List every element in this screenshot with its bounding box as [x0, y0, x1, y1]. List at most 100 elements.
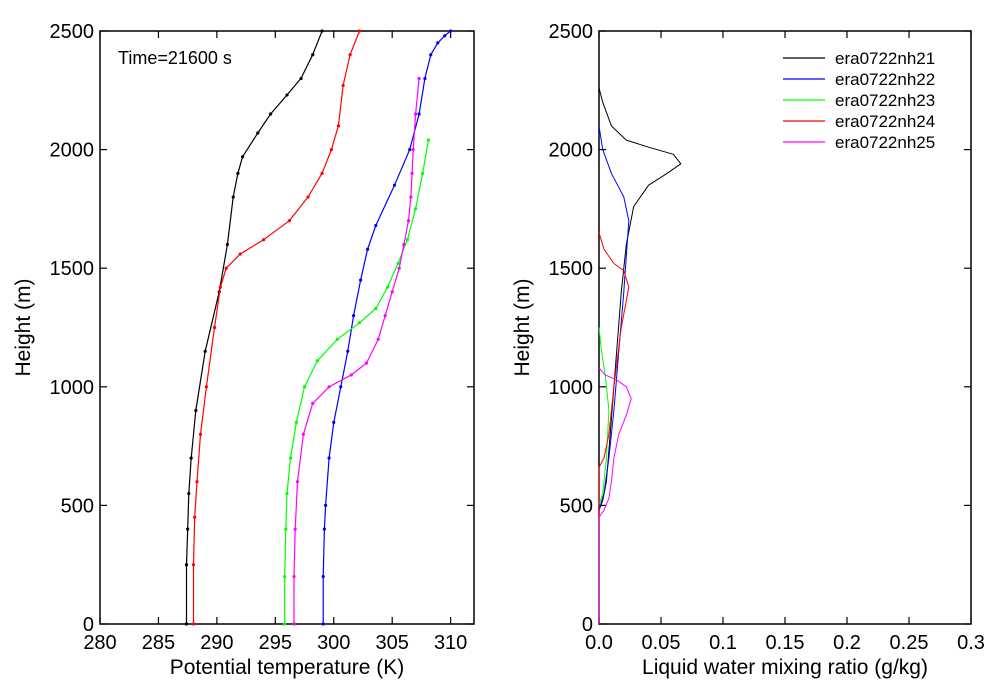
data-point-era0722nh24: [348, 53, 352, 57]
data-point-era0722nh25: [364, 361, 369, 365]
data-point-era0722nh21: [320, 29, 324, 33]
right-chart-x-tick-label: 0.2: [833, 632, 861, 654]
left-chart-x-tick-label: 285: [142, 632, 175, 654]
data-point-era0722nh24: [204, 385, 208, 389]
right-chart-x-tick-label: 0.25: [890, 632, 929, 654]
data-point-era0722nh22: [352, 314, 356, 318]
data-point-era0722nh23: [283, 574, 287, 579]
left-chart-y-tick-label: 500: [61, 495, 94, 517]
data-point-era0722nh23: [357, 321, 362, 325]
data-point-era0722nh22: [417, 112, 421, 116]
data-point-era0722nh25: [292, 574, 296, 579]
data-point-era0722nh22: [429, 53, 433, 57]
data-point-era0722nh22: [443, 34, 447, 38]
data-point-era0722nh24: [329, 148, 334, 152]
data-point-era0722nh24: [212, 325, 217, 330]
left-chart-x-tick-label: 295: [259, 632, 292, 654]
series-line-era0722nh23: [598, 327, 610, 624]
legend-label-era0722nh25: era0722nh25: [835, 133, 935, 152]
data-point-era0722nh23: [396, 261, 400, 266]
data-point-era0722nh22: [392, 183, 397, 187]
data-point-era0722nh25: [293, 527, 297, 531]
legend-label-era0722nh23: era0722nh23: [835, 91, 935, 110]
data-point-era0722nh21: [203, 349, 207, 353]
data-point-era0722nh25: [349, 373, 353, 377]
left-chart-x-tick-label: 290: [200, 632, 233, 654]
data-point-era0722nh25: [383, 314, 387, 318]
data-point-era0722nh21: [256, 131, 260, 135]
data-point-era0722nh24: [287, 219, 291, 223]
left-chart-frame: [99, 30, 475, 625]
data-point-era0722nh21: [225, 242, 229, 247]
left-chart-x-tick-label: 310: [434, 632, 467, 654]
series-line-era0722nh24: [598, 232, 630, 624]
right-chart-y-tick-label: 0: [582, 614, 593, 636]
data-point-era0722nh25: [376, 337, 380, 341]
data-point-era0722nh25: [411, 148, 415, 152]
data-point-era0722nh21: [186, 527, 190, 531]
data-point-era0722nh24: [224, 266, 228, 270]
data-point-era0722nh22: [366, 247, 370, 251]
left-chart-time-annotation: Time=21600 s: [118, 48, 232, 68]
data-point-era0722nh23: [302, 385, 307, 389]
data-point-era0722nh23: [284, 527, 288, 531]
left-chart-y-ticks: 0 500 1000 1500 2000 2500: [50, 21, 474, 636]
right-chart-x-tick-label: 0.15: [766, 632, 805, 654]
left-chart-x-tick-label: 280: [83, 632, 116, 654]
data-point-era0722nh24: [357, 29, 362, 33]
legend-label-era0722nh21: era0722nh21: [835, 49, 935, 68]
data-point-era0722nh22: [423, 76, 427, 81]
data-point-era0722nh23: [385, 285, 390, 289]
left-chart-x-tick-label: 305: [376, 632, 409, 654]
data-point-era0722nh21: [184, 622, 189, 626]
data-point-era0722nh23: [335, 337, 339, 341]
left-chart-x-ticks: 280 285 290 295 300 305 310: [83, 31, 467, 654]
data-point-era0722nh23: [285, 491, 289, 496]
data-point-era0722nh25: [327, 385, 331, 389]
data-point-era0722nh24: [262, 238, 266, 242]
right-chart-series: [598, 87, 682, 624]
data-point-era0722nh23: [426, 138, 431, 142]
left-chart-x-tick-label: 300: [317, 632, 350, 654]
legend: era0722nh21 era0722nh22 era0722nh23 era0722…: [783, 49, 935, 152]
data-point-era0722nh25: [410, 171, 414, 175]
left-chart-y-tick-label: 0: [83, 614, 94, 636]
right-chart-y-ticks: 0 500 1000 1500 2000 2500: [549, 21, 971, 636]
data-point-era0722nh23: [294, 420, 298, 424]
data-point-era0722nh22: [408, 148, 412, 152]
data-point-era0722nh24: [306, 195, 310, 199]
data-point-era0722nh21: [269, 112, 273, 116]
right-chart-y-tick-label: 2000: [549, 140, 594, 162]
legend-label-era0722nh22: era0722nh22: [835, 70, 935, 89]
data-point-era0722nh24: [238, 252, 242, 256]
data-point-era0722nh21: [187, 491, 191, 496]
series-line-era0722nh21: [185, 30, 323, 624]
data-point-era0722nh25: [402, 242, 406, 247]
data-point-era0722nh25: [311, 401, 315, 406]
right-chart-y-tick-label: 1000: [549, 377, 594, 399]
data-point-era0722nh25: [406, 219, 411, 223]
data-point-era0722nh23: [288, 456, 293, 460]
left-chart-y-tick-label: 1000: [50, 377, 95, 399]
right-chart-x-tick-label: 0.05: [642, 632, 681, 654]
right-chart-x-tick-label: 0.0: [585, 632, 613, 654]
data-point-era0722nh24: [191, 563, 196, 567]
data-point-era0722nh21: [311, 53, 315, 57]
data-point-era0722nh22: [321, 574, 325, 579]
right-chart-x-axis-label: Liquid water mixing ratio (g/kg): [642, 656, 928, 679]
data-point-era0722nh25: [413, 112, 418, 116]
series-line-era0722nh25: [293, 78, 420, 624]
data-point-era0722nh25: [295, 480, 300, 484]
data-point-era0722nh22: [322, 527, 326, 531]
series-line-era0722nh22: [598, 125, 630, 624]
data-point-era0722nh25: [301, 432, 305, 436]
data-point-era0722nh25: [417, 76, 421, 81]
data-point-era0722nh24: [193, 515, 197, 519]
data-point-era0722nh22: [449, 29, 453, 33]
left-chart-y-axis-label: Height (m): [12, 278, 35, 376]
data-point-era0722nh25: [292, 622, 296, 626]
data-point-era0722nh22: [321, 622, 325, 626]
right-chart-x-tick-label: 0.3: [957, 632, 985, 654]
data-point-era0722nh21: [299, 76, 303, 81]
data-point-era0722nh25: [409, 195, 413, 199]
